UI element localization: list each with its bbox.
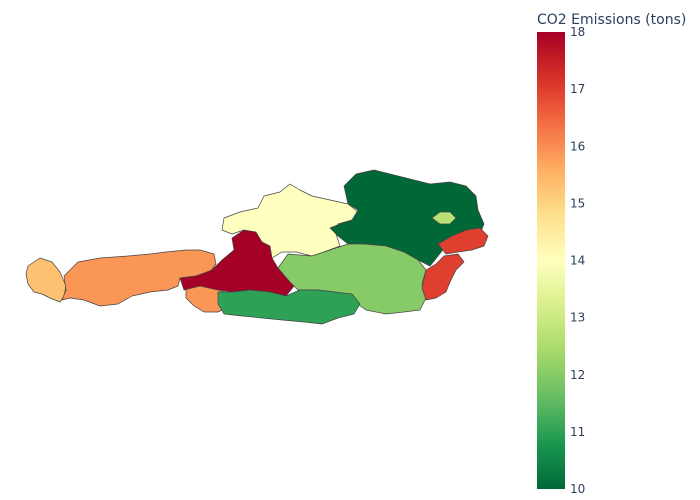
region-burgenland-south[interactable] [421, 253, 465, 301]
colorbar-gradient [537, 32, 565, 489]
map-regions [25, 169, 489, 325]
region-vienna[interactable] [431, 211, 457, 225]
colorbar-tick-label: 13 [570, 311, 585, 325]
colorbar-tick-label: 12 [570, 368, 585, 382]
colorbar-tick-label: 11 [570, 425, 585, 439]
region-vorarlberg[interactable] [25, 257, 67, 303]
colorbar-ticks: 10 11 12 13 14 15 16 17 18 [570, 25, 585, 496]
colorbar-tick-label: 10 [570, 482, 585, 496]
region-salzburg[interactable] [179, 229, 295, 297]
colorbar-title: CO2 Emissions (tons) [537, 12, 686, 28]
colorbar-tick-label: 17 [570, 82, 585, 96]
region-burgenland-north[interactable] [437, 227, 489, 255]
region-carinthia[interactable] [217, 289, 361, 325]
colorbar-tick-label: 14 [570, 254, 585, 268]
colorbar-tick-label: 16 [570, 139, 585, 153]
colorbar-tick-label: 18 [570, 25, 585, 39]
colorbar-tick-label: 15 [570, 196, 585, 210]
colorbar: CO2 Emissions (tons) 10 11 12 13 14 15 16 17 18 [537, 12, 686, 496]
